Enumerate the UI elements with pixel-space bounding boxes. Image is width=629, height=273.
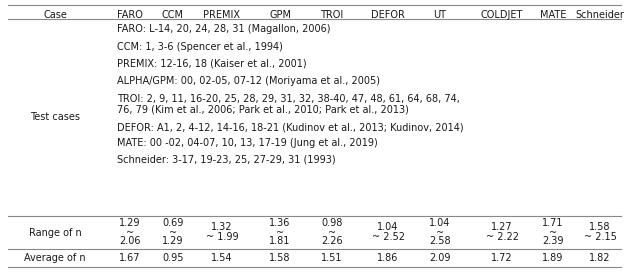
Text: 2.58: 2.58 bbox=[429, 236, 451, 247]
Text: FARO: FARO bbox=[117, 10, 143, 20]
Text: 1.36: 1.36 bbox=[269, 218, 291, 229]
Text: ALPHA/GPM: 00, 02-05, 07-12 (Moriyama et al., 2005): ALPHA/GPM: 00, 02-05, 07-12 (Moriyama et… bbox=[117, 76, 380, 86]
Text: 1.32: 1.32 bbox=[211, 222, 233, 233]
Text: 2.26: 2.26 bbox=[321, 236, 343, 247]
Text: Average of n: Average of n bbox=[24, 253, 86, 263]
Text: ~: ~ bbox=[549, 227, 557, 238]
Text: MATE: 00 -02, 04-07, 10, 13, 17-19 (Jung et al., 2019): MATE: 00 -02, 04-07, 10, 13, 17-19 (Jung… bbox=[117, 138, 378, 148]
Text: 1.04: 1.04 bbox=[430, 218, 451, 229]
Text: ~: ~ bbox=[328, 227, 336, 238]
Text: 2.39: 2.39 bbox=[542, 236, 564, 247]
Text: 0.95: 0.95 bbox=[162, 253, 184, 263]
Text: 1.71: 1.71 bbox=[542, 218, 564, 229]
Text: 0.98: 0.98 bbox=[321, 218, 343, 229]
Text: ~: ~ bbox=[126, 227, 134, 238]
Text: ~: ~ bbox=[276, 227, 284, 238]
Text: 1.51: 1.51 bbox=[321, 253, 343, 263]
Text: 1.82: 1.82 bbox=[589, 253, 611, 263]
Text: ~ 2.15: ~ 2.15 bbox=[584, 233, 616, 242]
Text: 1.58: 1.58 bbox=[589, 222, 611, 233]
Text: 1.54: 1.54 bbox=[211, 253, 233, 263]
Text: Schneider: Schneider bbox=[576, 10, 625, 20]
Text: CCM: CCM bbox=[162, 10, 184, 20]
Text: 1.86: 1.86 bbox=[377, 253, 399, 263]
Text: CCM: 1, 3-6 (Spencer et al., 1994): CCM: 1, 3-6 (Spencer et al., 1994) bbox=[117, 42, 283, 52]
Text: ~: ~ bbox=[436, 227, 444, 238]
Text: 1.81: 1.81 bbox=[269, 236, 291, 247]
Text: Test cases: Test cases bbox=[30, 112, 80, 123]
Text: 1.04: 1.04 bbox=[377, 222, 399, 233]
Text: ~ 2.22: ~ 2.22 bbox=[486, 233, 518, 242]
Text: 76, 79 (Kim et al., 2006; Park et al., 2010; Park et al., 2013): 76, 79 (Kim et al., 2006; Park et al., 2… bbox=[117, 105, 409, 115]
Text: ~ 1.99: ~ 1.99 bbox=[206, 233, 238, 242]
Text: Schneider: 3-17, 19-23, 25, 27-29, 31 (1993): Schneider: 3-17, 19-23, 25, 27-29, 31 (1… bbox=[117, 155, 336, 165]
Text: PREMIX: 12-16, 18 (Kaiser et al., 2001): PREMIX: 12-16, 18 (Kaiser et al., 2001) bbox=[117, 59, 306, 69]
Text: 1.29: 1.29 bbox=[120, 218, 141, 229]
Text: PREMIX: PREMIX bbox=[204, 10, 240, 20]
Text: 1.67: 1.67 bbox=[120, 253, 141, 263]
Text: ~: ~ bbox=[169, 227, 177, 238]
Text: UT: UT bbox=[433, 10, 447, 20]
Text: Case: Case bbox=[43, 10, 67, 20]
Text: 1.27: 1.27 bbox=[491, 222, 513, 233]
Text: DEFOR: DEFOR bbox=[371, 10, 405, 20]
Text: 0.69: 0.69 bbox=[162, 218, 184, 229]
Text: 1.72: 1.72 bbox=[491, 253, 513, 263]
Text: ~ 2.52: ~ 2.52 bbox=[372, 233, 404, 242]
Text: DEFOR: A1, 2, 4-12, 14-16, 18-21 (Kudinov et al., 2013; Kudinov, 2014): DEFOR: A1, 2, 4-12, 14-16, 18-21 (Kudino… bbox=[117, 122, 464, 132]
Text: 2.06: 2.06 bbox=[120, 236, 141, 247]
Text: COLDJET: COLDJET bbox=[481, 10, 523, 20]
Text: 1.89: 1.89 bbox=[542, 253, 564, 263]
Text: GPM: GPM bbox=[269, 10, 291, 20]
Text: 1.29: 1.29 bbox=[162, 236, 184, 247]
Text: TROI: 2, 9, 11, 16-20, 25, 28, 29, 31, 32, 38-40, 47, 48, 61, 64, 68, 74,: TROI: 2, 9, 11, 16-20, 25, 28, 29, 31, 3… bbox=[117, 94, 460, 104]
Text: 1.58: 1.58 bbox=[269, 253, 291, 263]
Text: 2.09: 2.09 bbox=[429, 253, 451, 263]
Text: Range of n: Range of n bbox=[29, 227, 81, 238]
Text: FARO: L-14, 20, 24, 28, 31 (Magallon, 2006): FARO: L-14, 20, 24, 28, 31 (Magallon, 20… bbox=[117, 24, 330, 34]
Text: TROI: TROI bbox=[320, 10, 343, 20]
Text: MATE: MATE bbox=[540, 10, 566, 20]
